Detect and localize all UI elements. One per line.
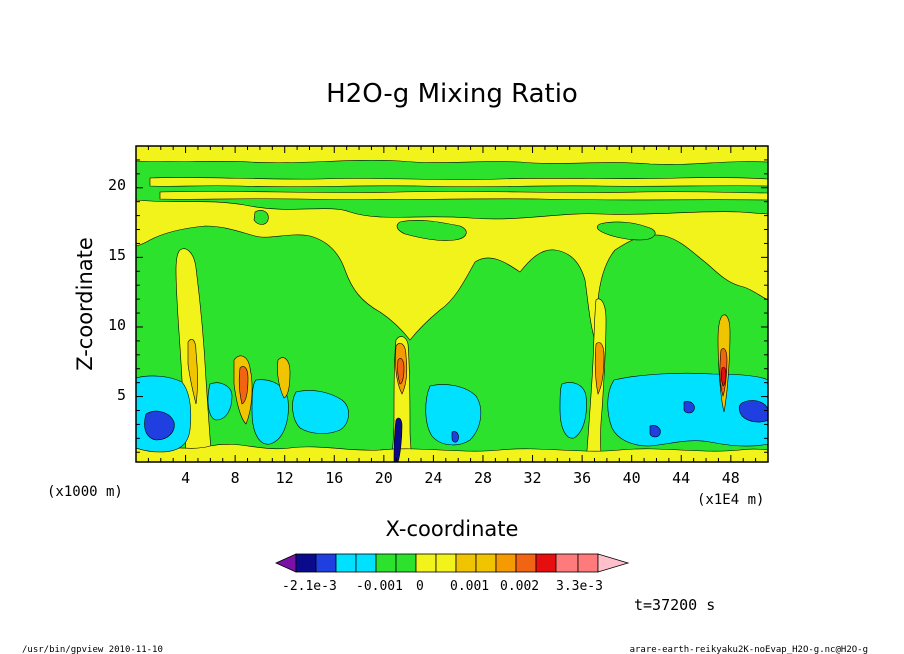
- colorbar-segment: [535, 553, 557, 573]
- contour-blue-core-3: [683, 401, 695, 414]
- colorbar-label: 3.3e-3: [556, 579, 603, 594]
- y-axis-label: Z-coordinate: [73, 237, 97, 371]
- contour-core-right: [594, 342, 605, 395]
- contour-core-b: [277, 357, 291, 399]
- x-tick-label: 24: [424, 469, 442, 487]
- contour-blue-core-5: [451, 431, 459, 443]
- colorbar-label: 0: [416, 579, 424, 594]
- contour-cyan-6: [559, 382, 587, 439]
- y-tick-label: 20: [108, 176, 126, 194]
- x-tick-label: 12: [276, 469, 294, 487]
- x-tick-label: 16: [325, 469, 343, 487]
- x-tick-label: 48: [722, 469, 740, 487]
- contour-core-left: [187, 339, 198, 405]
- contour-field: [136, 146, 768, 462]
- colorbar-high-triangle: [597, 553, 630, 573]
- x-tick-label: 40: [623, 469, 641, 487]
- colorbar-segment: [355, 553, 377, 573]
- contour-green-hole-3: [253, 210, 269, 225]
- colorbar-segment: [295, 553, 317, 573]
- colorbar-segment: [495, 553, 517, 573]
- colorbar: [275, 553, 630, 573]
- x-unit-right: (x1E4 m): [697, 492, 764, 508]
- colorbar-segment: [335, 553, 357, 573]
- contour-core-center-stem: [393, 417, 403, 462]
- x-tick-label: 28: [474, 469, 492, 487]
- footer-right: arare-earth-reikyaku2K-noEvap_H2O-g.nc@H…: [630, 645, 868, 654]
- colorbar-label: 0.002: [500, 579, 539, 594]
- chart-title: H2O-g Mixing Ratio: [326, 79, 578, 109]
- x-unit-left: (x1000 m): [47, 484, 123, 500]
- colorbar-segment: [475, 553, 497, 573]
- x-tick-label: 4: [181, 469, 190, 487]
- colorbar-segment: [375, 553, 397, 573]
- colorbar-segment: [515, 553, 537, 573]
- colorbar-segment: [315, 553, 337, 573]
- contour-cyan-2: [207, 382, 233, 421]
- y-tick-label: 5: [117, 386, 126, 404]
- x-tick-label: 20: [375, 469, 393, 487]
- x-tick-label: 32: [523, 469, 541, 487]
- y-tick-label: 15: [108, 246, 126, 264]
- colorbar-segment: [455, 553, 477, 573]
- colorbar-segment: [555, 553, 579, 573]
- colorbar-segment: [577, 553, 599, 573]
- contour-blue-core-1: [144, 410, 175, 441]
- contour-cyan-5: [425, 384, 482, 446]
- tick-marks: [136, 146, 768, 462]
- contour-yellow-stripe-2: [159, 191, 768, 201]
- colorbar-label: -2.1e-3: [282, 579, 337, 594]
- contour-top-band: [136, 146, 768, 165]
- contour-green-hole-1: [396, 220, 467, 241]
- contour-cyan-4: [292, 390, 349, 434]
- x-tick-label: 8: [231, 469, 240, 487]
- contour-bottom-yellow: [136, 443, 768, 462]
- x-tick-label: 44: [672, 469, 690, 487]
- contour-green-hole-2: [596, 221, 656, 241]
- contour-blue-core-4: [649, 425, 661, 438]
- x-tick-label: 36: [573, 469, 591, 487]
- footer-left: /usr/bin/gpview 2010-11-10: [22, 645, 163, 654]
- x-axis-label: X-coordinate: [386, 517, 519, 541]
- contour-blue-core-2: [738, 400, 768, 423]
- contour-core-a-inner: [238, 366, 249, 405]
- colorbar-segment: [395, 553, 417, 573]
- contour-core-center-inner: [397, 358, 405, 385]
- colorbar-label: 0.001: [450, 579, 489, 594]
- colorbar-segment: [415, 553, 437, 573]
- y-tick-label: 10: [108, 316, 126, 334]
- time-label: t=37200 s: [634, 596, 715, 614]
- colorbar-segment: [435, 553, 457, 573]
- contour-core-far-red: [721, 366, 727, 387]
- plot-frame: [135, 145, 769, 463]
- colorbar-label: -0.001: [356, 579, 403, 594]
- contour-yellow-stripe-1: [149, 177, 768, 187]
- colorbar-low-triangle: [275, 553, 297, 573]
